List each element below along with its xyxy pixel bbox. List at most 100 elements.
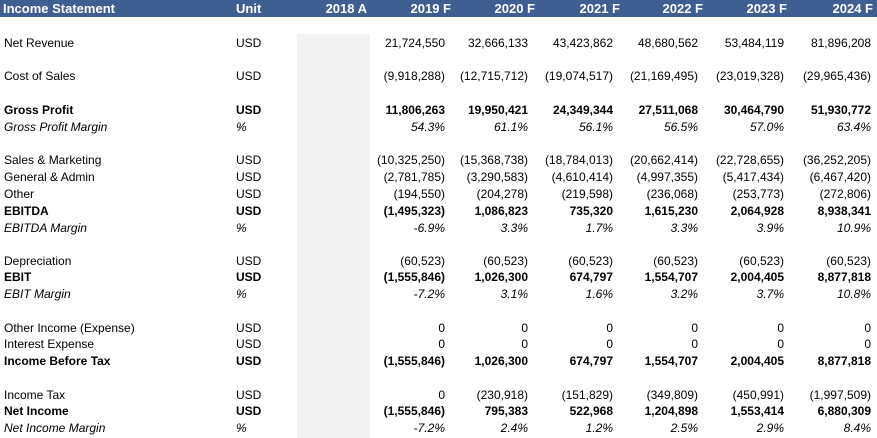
cell-2024[interactable]: (272,806) [819,187,871,201]
cell-2020[interactable]: 3.1% [500,287,528,301]
cell-2022[interactable]: 1,554,707 [644,270,698,284]
cell-2022[interactable]: (349,809) [646,388,698,402]
row-unit[interactable]: USD [236,321,262,335]
cell-2023[interactable]: (60,523) [739,254,784,268]
cell-2019[interactable]: 21,724,550 [384,36,445,50]
cell-2019[interactable]: (60,523) [400,254,445,268]
cell-2019[interactable]: (9,918,288) [383,69,445,83]
cell-2021[interactable]: 1.6% [585,287,613,301]
cell-2020[interactable]: (3,290,583) [466,170,528,184]
row-unit[interactable]: % [236,120,247,134]
row-unit[interactable]: USD [236,270,262,284]
cell-2020[interactable]: 0 [521,337,528,351]
year-header-2019[interactable]: 2019 F [410,1,451,16]
cell-2023[interactable]: (450,991) [732,388,784,402]
row-label[interactable]: General & Admin [4,170,95,184]
cell-2020[interactable]: 1,086,823 [474,204,528,218]
row-label[interactable]: Net Revenue [4,36,75,50]
cell-2024[interactable]: 8,877,818 [817,354,871,368]
cell-2024[interactable]: 81,896,208 [810,36,871,50]
cell-2020[interactable]: (12,715,712) [459,69,528,83]
cell-2021[interactable]: 0 [606,321,613,335]
row-label[interactable]: Income Tax [4,388,66,402]
cell-2021[interactable]: 24,349,344 [552,103,613,117]
cell-2022[interactable]: 2.5% [670,421,698,435]
cell-2021[interactable]: 735,320 [569,204,613,218]
column-2018-actual[interactable] [297,34,370,438]
year-header-2018[interactable]: 2018 A [325,1,367,16]
cell-2023[interactable]: (23,019,328) [715,69,784,83]
cell-2019[interactable]: (194,550) [393,187,445,201]
cell-2020[interactable]: 32,666,133 [467,36,528,50]
row-unit[interactable]: USD [236,388,262,402]
cell-2023[interactable]: 2,004,405 [730,270,784,284]
cell-2019[interactable]: (1,555,846) [383,270,445,284]
cell-2019[interactable]: -7.2% [413,421,445,435]
cell-2024[interactable]: 10.9% [836,221,871,235]
cell-2022[interactable]: 56.5% [663,120,698,134]
year-header-2023[interactable]: 2023 F [746,1,787,16]
cell-2021[interactable]: 1.2% [585,421,613,435]
cell-2024[interactable]: 8,938,341 [817,204,871,218]
cell-2021[interactable]: (151,829) [561,388,613,402]
cell-2023[interactable]: 2.9% [756,421,784,435]
cell-2022[interactable]: 1,204,898 [644,404,698,418]
cell-2020[interactable]: 795,383 [484,404,528,418]
cell-2021[interactable]: 0 [606,337,613,351]
cell-2023[interactable]: 1,553,414 [730,404,784,418]
row-unit[interactable]: % [236,421,247,435]
row-label[interactable]: EBITDA Margin [4,221,87,235]
cell-2020[interactable]: 61.1% [493,120,528,134]
cell-2022[interactable]: 48,680,562 [637,36,698,50]
row-unit[interactable]: USD [236,187,262,201]
cell-2019[interactable]: 0 [438,337,445,351]
cell-2019[interactable]: 0 [438,321,445,335]
unit-header[interactable]: Unit [236,1,262,16]
cell-2022[interactable]: (21,169,495) [629,69,698,83]
sheet-title[interactable]: Income Statement [3,1,115,16]
cell-2024[interactable]: 0 [864,321,871,335]
cell-2020[interactable]: (15,368,738) [459,153,528,167]
row-label[interactable]: Other [4,187,35,201]
year-header-2021[interactable]: 2021 F [579,1,620,16]
cell-2020[interactable]: 2.4% [500,421,528,435]
cell-2020[interactable]: 1,026,300 [474,354,528,368]
row-unit[interactable]: USD [236,337,262,351]
cell-2024[interactable]: 8.4% [843,421,871,435]
cell-2022[interactable]: (4,997,355) [636,170,698,184]
row-unit[interactable]: % [236,287,247,301]
cell-2021[interactable]: 674,797 [569,354,613,368]
row-unit[interactable]: USD [236,153,262,167]
row-label[interactable]: EBIT Margin [4,287,71,301]
row-unit[interactable]: USD [236,170,262,184]
cell-2022[interactable]: 1,554,707 [644,354,698,368]
cell-2019[interactable]: -7.2% [413,287,445,301]
cell-2021[interactable]: 674,797 [569,270,613,284]
cell-2021[interactable]: (60,523) [568,254,613,268]
cell-2020[interactable]: 0 [521,321,528,335]
cell-2021[interactable]: 43,423,862 [552,36,613,50]
cell-2022[interactable]: 1,615,230 [644,204,698,218]
cell-2022[interactable]: 27,511,068 [638,103,698,117]
cell-2019[interactable]: (10,325,250) [376,153,445,167]
cell-2019[interactable]: -6.9% [413,221,445,235]
cell-2024[interactable]: 51,930,772 [810,103,871,117]
row-unit[interactable]: USD [236,354,262,368]
row-unit[interactable]: USD [236,204,262,218]
row-unit[interactable]: USD [236,36,262,50]
year-header-2022[interactable]: 2022 F [662,1,703,16]
cell-2021[interactable]: 56.1% [578,120,613,134]
cell-2023[interactable]: 3.9% [756,221,784,235]
cell-2022[interactable]: (60,523) [653,254,698,268]
cell-2024[interactable]: (36,252,205) [802,153,871,167]
row-label[interactable]: Gross Profit [4,103,74,117]
cell-2023[interactable]: 0 [777,321,784,335]
cell-2021[interactable]: (219,598) [561,187,613,201]
cell-2023[interactable]: 0 [777,337,784,351]
cell-2019[interactable]: (1,555,846) [383,404,445,418]
cell-2019[interactable]: 11,806,263 [385,103,445,117]
cell-2022[interactable]: 3.2% [670,287,698,301]
cell-2019[interactable]: 54.3% [410,120,445,134]
row-unit[interactable]: USD [236,254,262,268]
cell-2022[interactable]: 0 [691,337,698,351]
